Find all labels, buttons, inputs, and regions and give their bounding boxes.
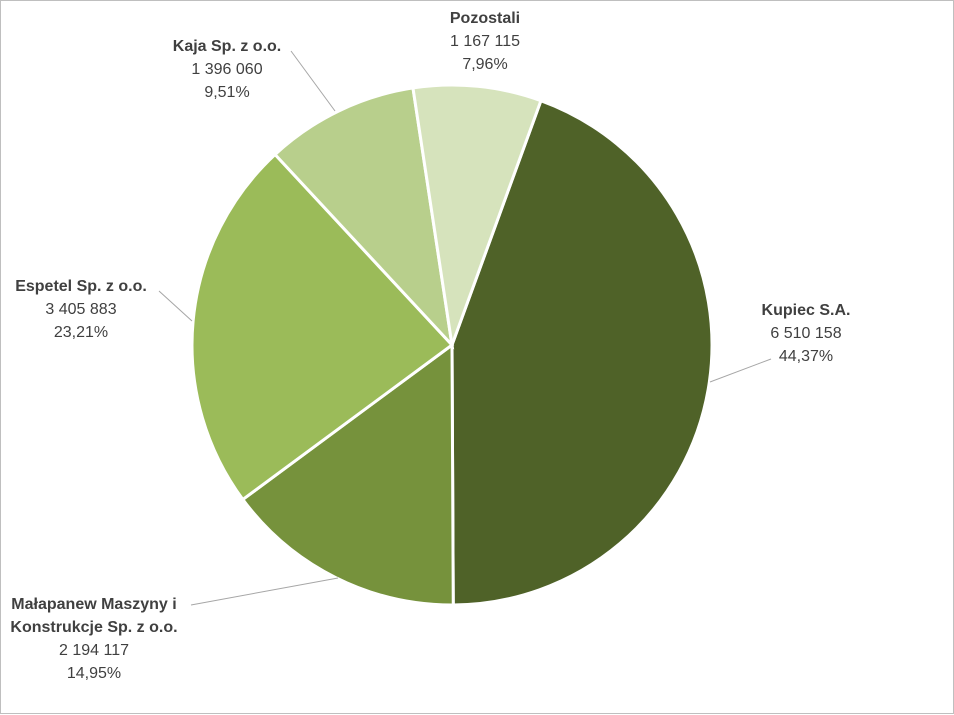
pie-slice-kaja-sp-z-o-o	[272, 86, 455, 350]
label-name: Kaja Sp. z o.o.	[173, 38, 281, 55]
data-label-kupiec-s-a: Kupiec S.A. 6 510 158 44,37%	[762, 302, 851, 365]
label-value: 6 510 158	[770, 325, 841, 342]
label-name: Espetel Sp. z o.o.	[15, 278, 147, 295]
leader-line-ma-apanew-maszyny-i-konstrukcje-sp-z-o-o	[190, 577, 339, 606]
pie-slice-kupiec-s-a	[450, 98, 714, 607]
label-percent: 14,95%	[67, 665, 121, 682]
pie-slice-espetel-sp-z-o-o	[190, 152, 455, 502]
label-name: Kupiec S.A.	[762, 302, 851, 319]
label-name: Konstrukcje Sp. z o.o.	[10, 619, 177, 636]
data-label-pozostali: Pozostali 1 167 115 7,96%	[450, 10, 520, 73]
label-name: Pozostali	[450, 10, 520, 27]
label-percent: 23,21%	[54, 324, 108, 341]
label-percent: 9,51%	[204, 84, 249, 101]
leader-line-kaja-sp-z-o-o	[290, 50, 336, 112]
pie-slice-ma-apanew-maszyny-i-konstrukcje-sp-z-o-o	[240, 342, 455, 607]
label-value: 3 405 883	[45, 301, 116, 318]
data-label-kaja-sp-z-o-o: Kaja Sp. z o.o. 1 396 060 9,51%	[173, 38, 281, 101]
pie-slices	[190, 83, 714, 607]
label-name: Małapanew Maszyny i	[11, 596, 176, 613]
label-value: 1 396 060	[191, 61, 262, 78]
data-labels: Kupiec S.A. 6 510 158 44,37% Małapanew Masz…	[10, 10, 850, 682]
pie-slice-pozostali	[411, 83, 543, 346]
data-label-espetel-sp-z-o-o: Espetel Sp. z o.o. 3 405 883 23,21%	[15, 278, 147, 341]
label-percent: 44,37%	[779, 348, 833, 365]
data-label-ma-apanew-maszyny-i-konstrukcje-sp-z-o-o: Małapanew Maszyny i Konstrukcje Sp. z o.o…	[10, 596, 177, 682]
label-value: 2 194 117	[59, 642, 129, 659]
label-value: 1 167 115	[450, 33, 520, 50]
label-percent: 7,96%	[462, 56, 507, 73]
leader-lines	[158, 50, 772, 606]
leader-line-espetel-sp-z-o-o	[158, 290, 193, 322]
leader-line-kupiec-s-a	[709, 358, 772, 383]
